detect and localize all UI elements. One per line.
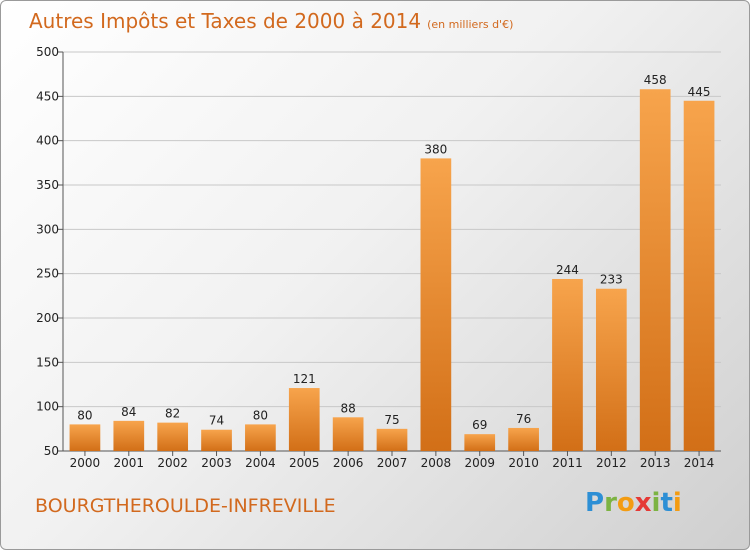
bar	[69, 424, 101, 451]
y-tick-label: 500	[36, 45, 59, 59]
x-tick-label: 2007	[377, 456, 408, 470]
logo-letter: i	[672, 488, 682, 518]
data-label: 82	[165, 407, 180, 421]
x-tick-label: 2009	[464, 456, 495, 470]
bar	[595, 288, 627, 451]
chart-subtitle: (en milliers d'€)	[427, 18, 514, 31]
y-tick-label: 100	[36, 400, 59, 414]
data-label: 74	[209, 414, 224, 428]
bar	[113, 420, 145, 451]
bar	[508, 427, 539, 451]
x-tick-label: 2013	[640, 456, 671, 470]
chart-title: Autres Impôts et Taxes de 2000 à 2014 (en…	[29, 9, 513, 33]
data-label: 69	[472, 418, 487, 432]
logo-letter: x	[634, 488, 652, 518]
x-tick-label: 2008	[421, 456, 452, 470]
bar	[245, 424, 276, 451]
bar	[288, 388, 320, 451]
x-tick-label: 2012	[596, 456, 627, 470]
y-tick-label: 50	[44, 444, 59, 458]
data-label: 445	[688, 85, 711, 99]
x-tick-label: 2001	[114, 456, 145, 470]
data-label: 458	[644, 73, 667, 87]
x-tick-label: 2003	[201, 456, 232, 470]
bar	[464, 434, 496, 451]
y-tick-label: 250	[36, 267, 59, 281]
data-label: 76	[516, 412, 531, 426]
logo-letter: i	[651, 488, 661, 518]
x-tick-label: 2014	[684, 456, 715, 470]
x-tick-label: 2005	[289, 456, 320, 470]
bar	[332, 417, 364, 451]
data-label: 80	[77, 408, 92, 422]
y-tick-label: 200	[36, 311, 59, 325]
bar	[639, 89, 671, 452]
bar	[552, 278, 583, 451]
data-label: 75	[384, 413, 399, 427]
x-tick-label: 2011	[552, 456, 583, 470]
y-tick-label: 450	[36, 89, 59, 103]
y-tick-label: 150	[36, 355, 59, 369]
logo-letter: P	[585, 488, 605, 518]
chart-title-text: Autres Impôts et Taxes de 2000 à 2014	[29, 9, 422, 33]
x-tick-label: 2010	[508, 456, 539, 470]
data-label: 88	[340, 401, 355, 415]
bar	[201, 429, 232, 451]
x-tick-label: 2000	[70, 456, 101, 470]
bar	[683, 100, 715, 452]
labels: 50 100 150 200 250 300 350 400 450 500 2000 80 2001 8…	[36, 45, 714, 470]
logo-letter: r	[604, 488, 617, 518]
y-tick-label: 300	[36, 222, 59, 236]
x-tick-label: 2004	[245, 456, 276, 470]
logo-letter: o	[616, 488, 635, 518]
x-tick-label: 2002	[157, 456, 188, 470]
data-label: 80	[253, 408, 268, 422]
data-label: 233	[600, 273, 623, 287]
bar	[376, 428, 408, 451]
bar	[420, 158, 452, 451]
y-tick-label: 400	[36, 134, 59, 148]
x-tick-label: 2006	[333, 456, 364, 470]
data-label: 244	[556, 263, 579, 277]
data-label: 121	[293, 372, 316, 386]
bar	[157, 422, 189, 451]
y-tick-label: 350	[36, 178, 59, 192]
logo-letter: t	[660, 488, 673, 518]
data-label: 84	[121, 405, 136, 419]
proxiti-logo: Proxiti	[585, 488, 682, 518]
bars	[69, 89, 715, 452]
place-name: BOURGTHEROULDE-INFREVILLE	[35, 495, 336, 517]
data-label: 380	[424, 142, 447, 156]
